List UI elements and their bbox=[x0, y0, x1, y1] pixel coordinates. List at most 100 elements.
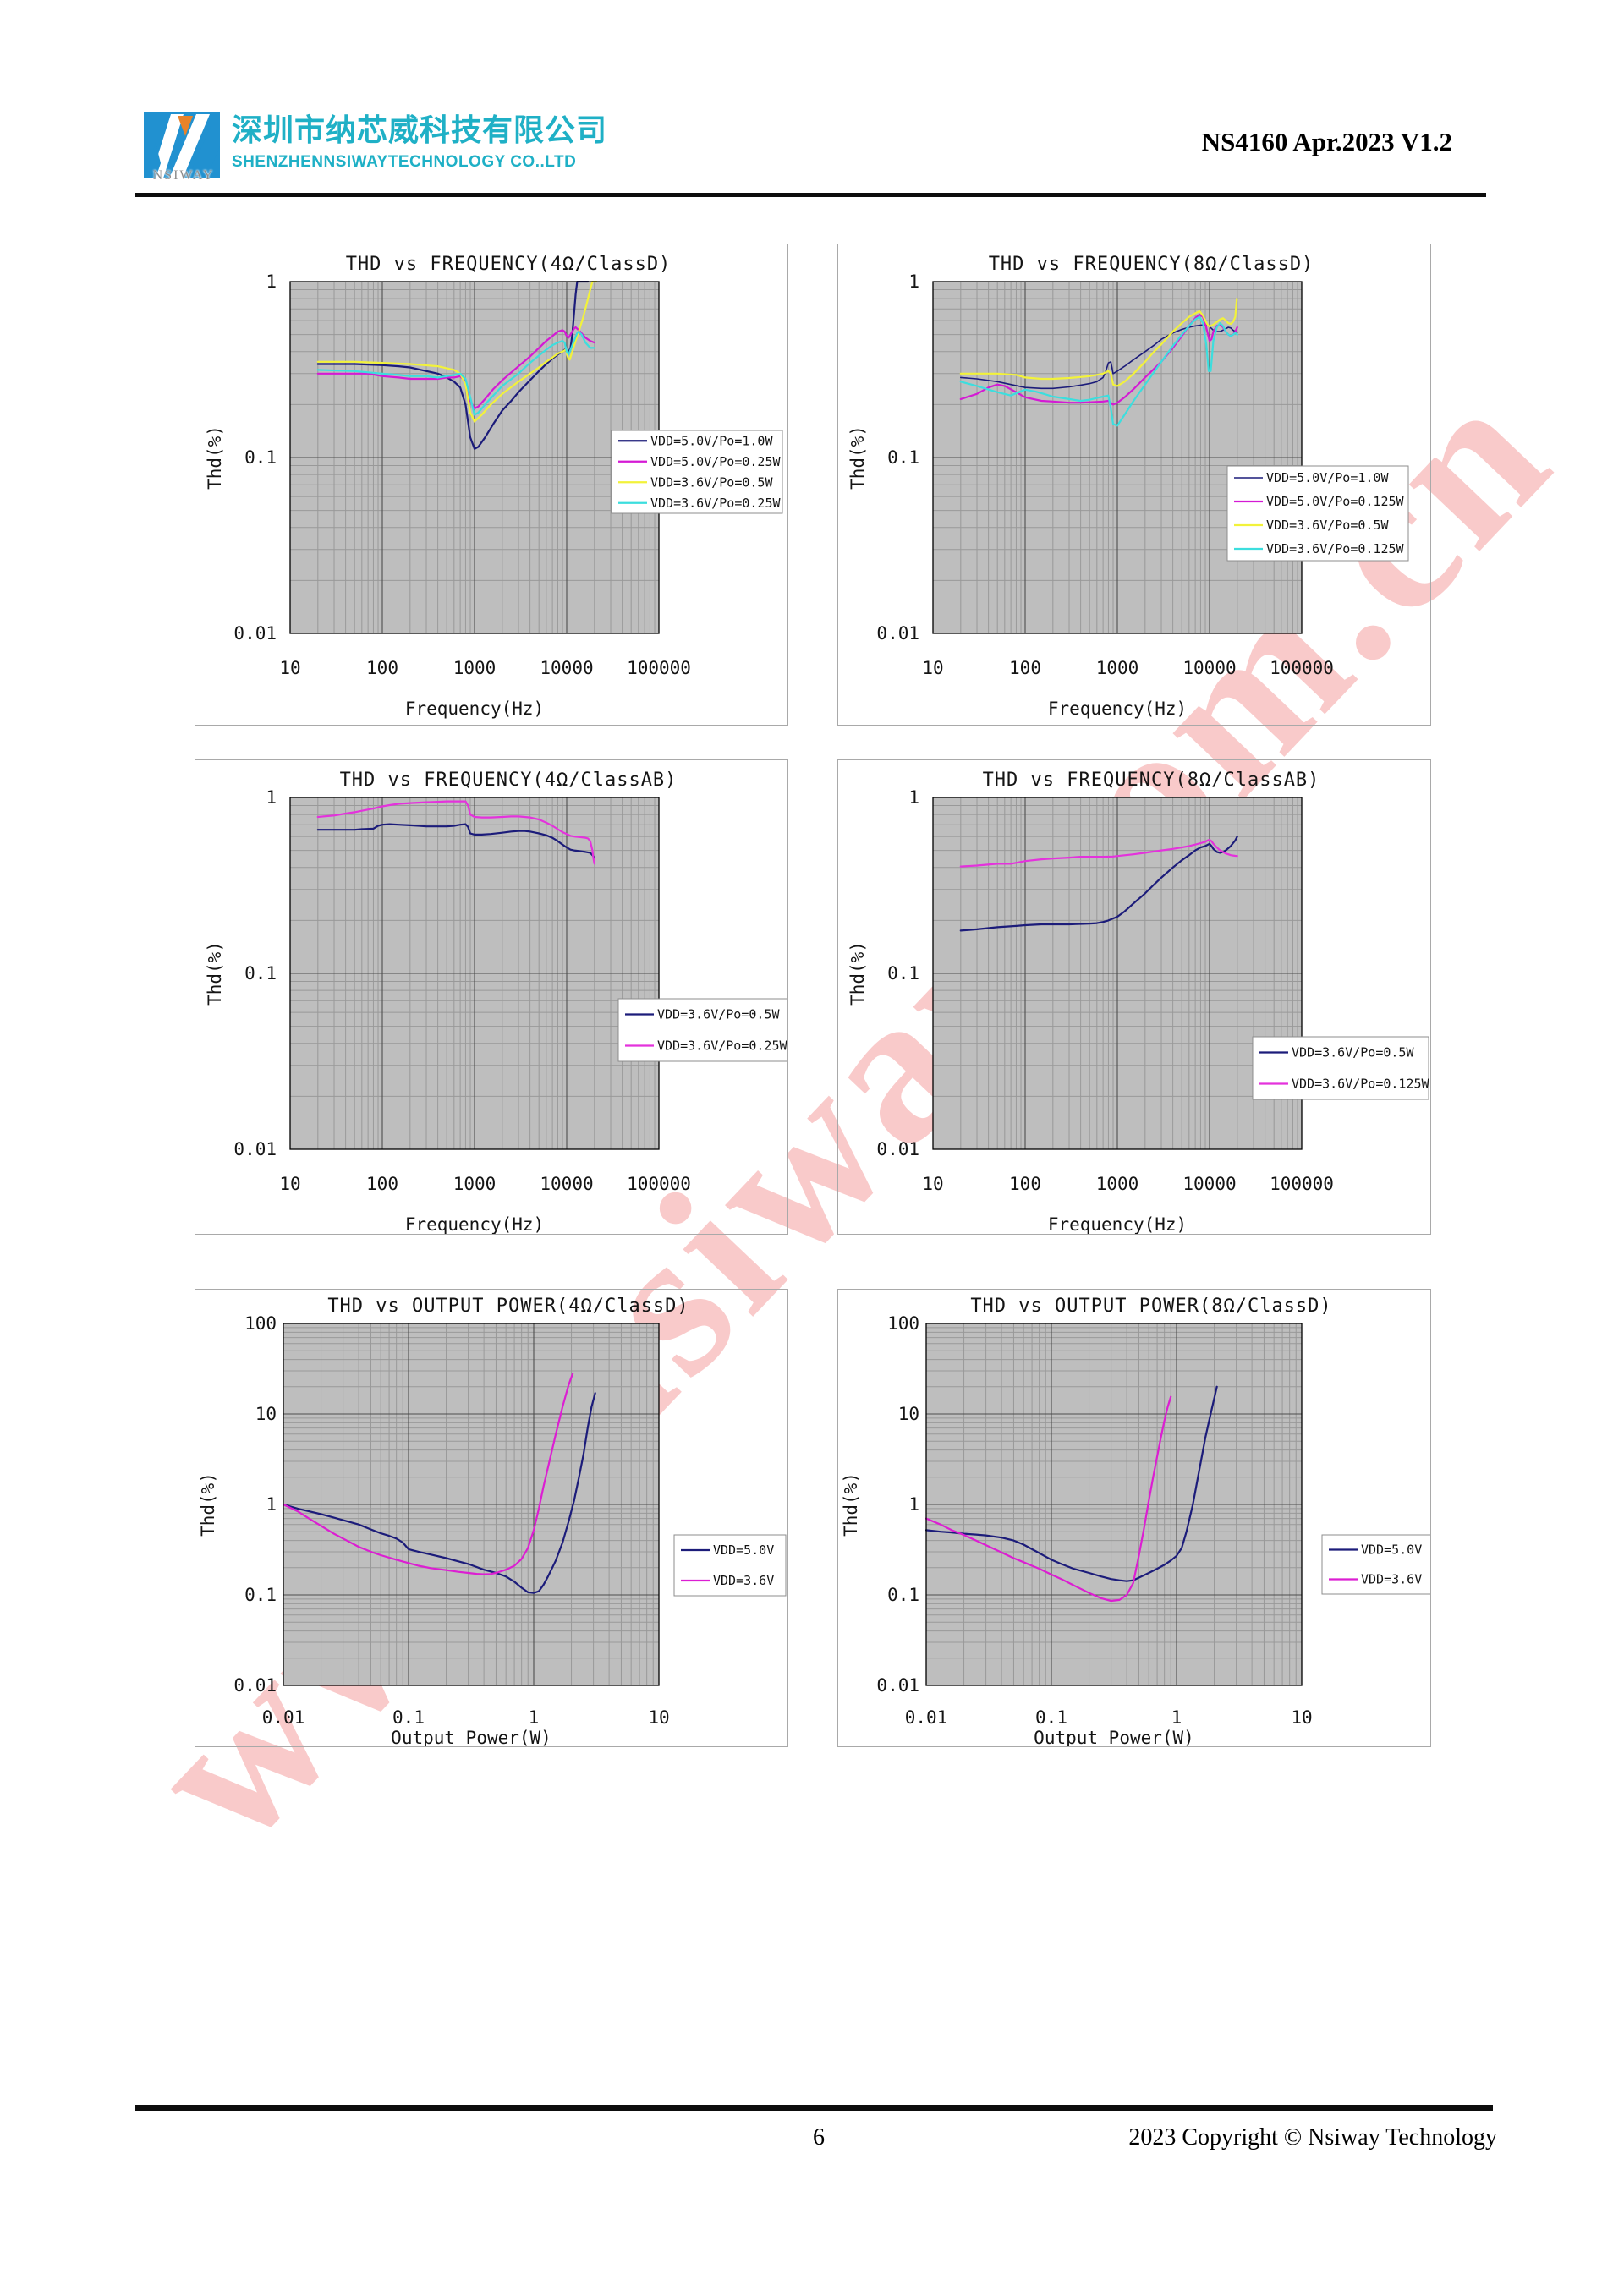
svg-text:100000: 100000 bbox=[1270, 1174, 1334, 1194]
svg-text:VDD=3.6V/Po=0.25W: VDD=3.6V/Po=0.25W bbox=[657, 1038, 787, 1054]
svg-text:0.1: 0.1 bbox=[244, 1585, 277, 1605]
svg-text:0.01: 0.01 bbox=[262, 1707, 305, 1728]
svg-text:100000: 100000 bbox=[627, 658, 691, 678]
logo-mark-text: NSIWAY bbox=[152, 168, 215, 183]
svg-text:0.01: 0.01 bbox=[876, 1139, 919, 1159]
svg-text:10000: 10000 bbox=[1182, 1174, 1236, 1194]
chart-thd-vs-frequency-8ohm-classab: THD vs FREQUENCY(8Ω/ClassAB) 1 0.1 0.01 10 10… bbox=[837, 759, 1431, 1235]
svg-text:THD vs OUTPUT POWER(4Ω/ClassD): THD vs OUTPUT POWER(4Ω/ClassD) bbox=[327, 1296, 689, 1317]
svg-text:100: 100 bbox=[1009, 1174, 1041, 1194]
copyright-text: 2023 Copyright © Nsiway Technology bbox=[1128, 2124, 1497, 2151]
svg-text:1: 1 bbox=[1171, 1707, 1182, 1728]
chart-thd-vs-frequency-4ohm-classd: THD vs FREQUENCY(4Ω/ClassD) 1 0.1 0.01 10 100… bbox=[195, 244, 788, 726]
svg-text:0.1: 0.1 bbox=[887, 963, 919, 984]
company-name-chinese: 深圳市纳芯威科技有限公司 bbox=[232, 113, 608, 148]
svg-text:1: 1 bbox=[266, 271, 277, 292]
svg-text:0.01: 0.01 bbox=[233, 623, 277, 644]
svg-text:0.01: 0.01 bbox=[905, 1707, 948, 1728]
svg-text:1000: 1000 bbox=[453, 658, 497, 678]
page-number: 6 bbox=[813, 2124, 825, 2151]
svg-text:VDD=3.6V/Po=0.125W: VDD=3.6V/Po=0.125W bbox=[1266, 541, 1405, 556]
svg-text:1: 1 bbox=[266, 787, 277, 808]
svg-text:VDD=3.6V/Po=0.5W: VDD=3.6V/Po=0.5W bbox=[1292, 1045, 1414, 1060]
svg-text:0.01: 0.01 bbox=[876, 1675, 919, 1696]
svg-text:VDD=5.0V: VDD=5.0V bbox=[1361, 1543, 1422, 1558]
svg-text:0.1: 0.1 bbox=[887, 447, 919, 468]
svg-text:0.01: 0.01 bbox=[876, 623, 919, 644]
svg-text:1: 1 bbox=[908, 787, 919, 808]
chart-canvas-thd-vs-output-power-4ohm-classd: THD vs OUTPUT POWER(4Ω/ClassD) 100 10 1 0.1 0… bbox=[198, 1296, 787, 1746]
svg-text:100: 100 bbox=[244, 1313, 277, 1334]
nsiway-logo-icon bbox=[144, 112, 220, 178]
svg-text:VDD=3.6V/Po=0.25W: VDD=3.6V/Po=0.25W bbox=[650, 496, 781, 511]
svg-text:10: 10 bbox=[1291, 1707, 1312, 1728]
svg-text:100: 100 bbox=[1009, 658, 1041, 678]
svg-text:VDD=5.0V/Po=0.25W: VDD=5.0V/Po=0.25W bbox=[650, 454, 781, 469]
svg-text:1000: 1000 bbox=[453, 1174, 497, 1194]
svg-text:VDD=3.6V/Po=0.125W: VDD=3.6V/Po=0.125W bbox=[1292, 1077, 1430, 1092]
svg-text:100000: 100000 bbox=[1270, 658, 1334, 678]
svg-text:Output Power(W): Output Power(W) bbox=[1034, 1728, 1194, 1746]
svg-text:Thd(%): Thd(%) bbox=[205, 425, 225, 490]
footer-rule bbox=[135, 2105, 1493, 2111]
svg-text:0.1: 0.1 bbox=[887, 1585, 919, 1605]
svg-text:10000: 10000 bbox=[540, 1174, 593, 1194]
svg-text:0.1: 0.1 bbox=[392, 1707, 425, 1728]
svg-text:Thd(%): Thd(%) bbox=[848, 941, 868, 1006]
svg-text:1: 1 bbox=[266, 1494, 277, 1515]
header: NSIWAY 深圳市纳芯威科技有限公司 SHENZHENNSIWAYTECHNO… bbox=[0, 0, 1624, 203]
svg-text:THD vs FREQUENCY(4Ω/ClassAB): THD vs FREQUENCY(4Ω/ClassAB) bbox=[340, 770, 678, 791]
svg-text:10: 10 bbox=[922, 658, 943, 678]
svg-text:10: 10 bbox=[255, 1404, 277, 1424]
svg-text:Frequency(Hz): Frequency(Hz) bbox=[405, 699, 544, 719]
svg-text:1000: 1000 bbox=[1096, 658, 1139, 678]
svg-text:0.01: 0.01 bbox=[233, 1675, 277, 1696]
svg-text:1000: 1000 bbox=[1096, 1174, 1139, 1194]
header-rule bbox=[135, 193, 1486, 197]
svg-text:0.1: 0.1 bbox=[244, 447, 277, 468]
svg-text:THD vs FREQUENCY(4Ω/ClassD): THD vs FREQUENCY(4Ω/ClassD) bbox=[346, 254, 672, 275]
svg-text:Thd(%): Thd(%) bbox=[841, 1472, 861, 1537]
svg-text:10: 10 bbox=[648, 1707, 669, 1728]
svg-text:VDD=3.6V: VDD=3.6V bbox=[713, 1573, 774, 1588]
svg-text:VDD=5.0V/Po=1.0W: VDD=5.0V/Po=1.0W bbox=[1266, 470, 1389, 485]
svg-text:Frequency(Hz): Frequency(Hz) bbox=[405, 1214, 544, 1234]
svg-text:10: 10 bbox=[898, 1404, 919, 1424]
svg-text:1: 1 bbox=[529, 1707, 540, 1728]
document-title: NS4160 Apr.2023 V1.2 bbox=[1201, 127, 1452, 156]
logo-text: 深圳市纳芯威科技有限公司 SHENZHENNSIWAYTECHNOLOGY CO… bbox=[232, 111, 607, 173]
footer: 6 2023 Copyright © Nsiway Technology bbox=[0, 2097, 1624, 2199]
svg-text:10: 10 bbox=[922, 1174, 943, 1194]
svg-text:Thd(%): Thd(%) bbox=[205, 941, 225, 1006]
chart-thd-vs-frequency-8ohm-classd: THD vs FREQUENCY(8Ω/ClassD) 1 0.1 0.01 10 100… bbox=[837, 244, 1431, 726]
svg-text:VDD=3.6V/Po=0.5W: VDD=3.6V/Po=0.5W bbox=[650, 474, 773, 490]
svg-text:THD vs FREQUENCY(8Ω/ClassAB): THD vs FREQUENCY(8Ω/ClassAB) bbox=[983, 770, 1320, 791]
svg-text:Frequency(Hz): Frequency(Hz) bbox=[1048, 699, 1187, 719]
svg-text:THD vs FREQUENCY(8Ω/ClassD): THD vs FREQUENCY(8Ω/ClassD) bbox=[989, 254, 1314, 275]
svg-text:100: 100 bbox=[366, 1174, 398, 1194]
svg-text:VDD=5.0V/Po=0.125W: VDD=5.0V/Po=0.125W bbox=[1266, 494, 1405, 509]
chart-thd-vs-output-power-4ohm-classd: THD vs OUTPUT POWER(4Ω/ClassD) 100 10 1 0.1 0… bbox=[195, 1289, 788, 1747]
svg-text:VDD=5.0V: VDD=5.0V bbox=[713, 1543, 774, 1558]
svg-text:10: 10 bbox=[279, 1174, 300, 1194]
svg-text:Thd(%): Thd(%) bbox=[848, 425, 868, 490]
svg-text:0.1: 0.1 bbox=[244, 963, 277, 984]
svg-text:10000: 10000 bbox=[1182, 658, 1236, 678]
svg-text:Output Power(W): Output Power(W) bbox=[391, 1728, 551, 1746]
chart-thd-vs-output-power-8ohm-classd: THD vs OUTPUT POWER(8Ω/ClassD) 100 10 1 0.1 0… bbox=[837, 1289, 1431, 1747]
svg-text:10: 10 bbox=[279, 658, 300, 678]
svg-text:1: 1 bbox=[908, 271, 919, 292]
svg-text:VDD=3.6V/Po=0.5W: VDD=3.6V/Po=0.5W bbox=[1266, 518, 1389, 533]
chart-thd-vs-frequency-4ohm-classab: THD vs FREQUENCY(4Ω/ClassAB) 1 0.1 0.01 10 10… bbox=[195, 759, 788, 1235]
svg-text:100000: 100000 bbox=[627, 1174, 691, 1194]
svg-text:THD vs OUTPUT POWER(8Ω/ClassD): THD vs OUTPUT POWER(8Ω/ClassD) bbox=[970, 1296, 1331, 1317]
svg-text:Thd(%): Thd(%) bbox=[198, 1472, 218, 1537]
svg-text:Frequency(Hz): Frequency(Hz) bbox=[1048, 1214, 1187, 1234]
chart-canvas-thd-vs-output-power-8ohm-classd: THD vs OUTPUT POWER(8Ω/ClassD) 100 10 1 0.1 0… bbox=[841, 1296, 1430, 1746]
svg-text:VDD=3.6V/Po=0.5W: VDD=3.6V/Po=0.5W bbox=[657, 1007, 780, 1022]
